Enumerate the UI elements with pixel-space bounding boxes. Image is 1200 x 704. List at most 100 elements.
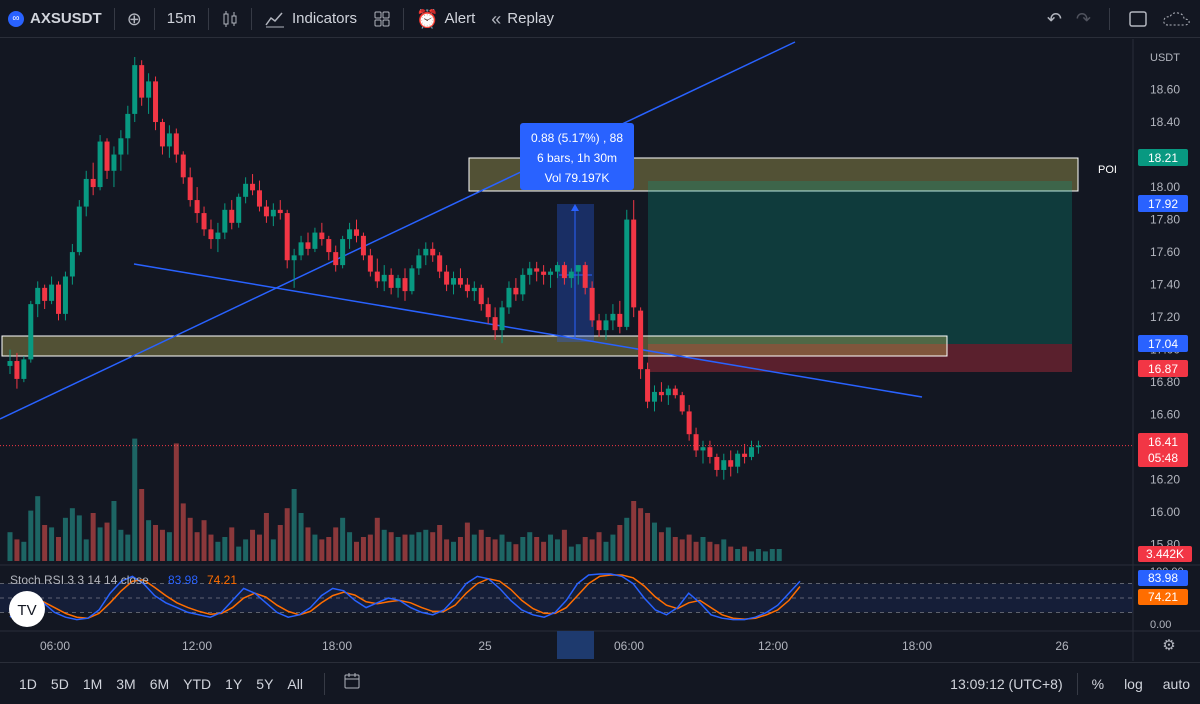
volume-bar [7, 532, 13, 561]
replay-button[interactable]: « Replay [483, 0, 562, 38]
volume-bar [416, 532, 422, 561]
interval-label: 15m [166, 10, 196, 27]
candle-body [194, 200, 200, 214]
candle-body [381, 274, 387, 282]
candle-body [49, 284, 55, 301]
candle-body [21, 359, 27, 379]
volume-bar [624, 517, 630, 561]
candle-body [201, 213, 207, 230]
candle-body [173, 133, 179, 155]
volume-bar [409, 534, 415, 561]
volume-bar [208, 534, 214, 561]
stoch-d-scale-text: 74.21 [1148, 590, 1178, 604]
range-1y[interactable]: 1Y [225, 675, 243, 692]
candle-body [617, 313, 623, 327]
volume-bar [423, 529, 429, 561]
price-scale-label-text: 16.41 [1148, 435, 1178, 449]
volume-bar [28, 510, 34, 561]
chart-canvas[interactable]: USDT18.6018.4018.2018.0017.8017.6017.401… [0, 39, 1200, 661]
candle-body [284, 213, 290, 261]
volume-scale-label [1138, 546, 1192, 562]
candle-body [360, 235, 366, 256]
redo-icon[interactable]: ↷ [1075, 9, 1091, 29]
volume-bar [499, 534, 505, 561]
price-scale-label-text: 17.04 [1148, 337, 1178, 351]
volume-bar [374, 517, 380, 561]
volume-bar [554, 539, 560, 561]
candle-body [312, 232, 318, 249]
range-3m[interactable]: 3M [116, 675, 136, 692]
clock-timezone[interactable]: 13:09:12 (UTC+8) [950, 676, 1063, 692]
fullscreen-icon[interactable] [1128, 9, 1148, 29]
range-6m[interactable]: 6M [149, 675, 170, 692]
candle-body [146, 81, 152, 98]
x-tick-label: 12:00 [758, 639, 788, 653]
templates-button[interactable] [365, 0, 399, 38]
volume-bar [284, 508, 290, 561]
volume-bar [444, 539, 450, 561]
undo-icon[interactable]: ↶ [1046, 9, 1062, 29]
date-range-button[interactable] [329, 672, 375, 695]
stoch-k-scale-text: 83.98 [1148, 571, 1178, 585]
measure-tooltip-box [520, 123, 634, 190]
volume-bar [125, 534, 131, 561]
range-5y[interactable]: 5Y [256, 675, 274, 692]
candle-body [354, 229, 359, 236]
range-buttons: 1D 5D 1M 3M 6M YTD 1Y 5Y All [0, 676, 310, 692]
percent-toggle[interactable]: % [1091, 676, 1105, 692]
alert-button[interactable]: ⏰ Alert [408, 0, 483, 38]
symbol-search-button[interactable]: ∞ AXSUSDT [0, 0, 110, 38]
range-1m[interactable]: 1M [82, 675, 103, 692]
candle-body [728, 460, 734, 467]
volume-bar [561, 529, 567, 561]
interval-button[interactable]: 15m [159, 0, 204, 38]
y-tick-label: 16.20 [1150, 473, 1180, 487]
volume-bar [492, 539, 498, 561]
log-toggle[interactable]: log [1124, 676, 1143, 692]
volume-bar [111, 501, 117, 561]
axs-logo-icon: ∞ [8, 10, 24, 27]
x-tick-label: 06:00 [614, 639, 644, 653]
chart-pane[interactable]: USDT18.6018.4018.2018.0017.8017.6017.401… [0, 39, 1200, 661]
volume-bar [14, 539, 20, 561]
cloud-save-icon[interactable] [1162, 9, 1192, 29]
candle-body [125, 113, 131, 139]
compare-button[interactable]: ⊕ [119, 0, 150, 38]
volume-bar [672, 537, 678, 561]
candle-body [575, 265, 581, 272]
volume-bar [707, 541, 713, 561]
volume-bar [686, 534, 692, 561]
candle-body [42, 287, 48, 301]
alert-label: Alert [444, 10, 476, 27]
volume-bar [56, 537, 62, 561]
volume-bar [333, 527, 339, 561]
candle-body [645, 369, 651, 402]
chart-type-button[interactable] [213, 0, 247, 38]
candle-body [83, 178, 89, 207]
volume-bar [381, 529, 387, 561]
x-tick-label: 06:00 [40, 639, 70, 653]
candle-body [603, 320, 609, 331]
candle-body [499, 307, 505, 331]
candle-body [250, 183, 256, 191]
volume-bar [451, 541, 457, 561]
candle-body [374, 271, 380, 282]
volume-bar [776, 549, 782, 561]
volume-bar [256, 534, 262, 561]
range-all[interactable]: All [287, 675, 303, 692]
auto-toggle[interactable]: auto [1162, 676, 1190, 692]
volume-bar [631, 501, 637, 561]
volume-bar [769, 549, 775, 561]
volume-bar [610, 534, 616, 561]
volume-bar [90, 513, 96, 561]
volume-bar [153, 525, 159, 561]
candle-body [402, 278, 408, 292]
range-1d[interactable]: 1D [19, 675, 37, 692]
candle-body [388, 274, 394, 288]
candle-body [56, 284, 62, 314]
range-ytd[interactable]: YTD [183, 675, 212, 692]
range-5d[interactable]: 5D [50, 675, 69, 692]
bottom-toolbar: 1D 5D 1M 3M 6M YTD 1Y 5Y All 13:09:12 (UTC+8) % … [0, 662, 1200, 704]
indicators-button[interactable]: Indicators [256, 0, 365, 38]
measure-tooltip-text: Vol 79.197K [545, 171, 610, 185]
